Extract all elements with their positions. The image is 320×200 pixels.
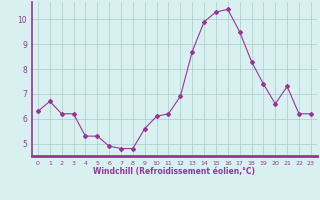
X-axis label: Windchill (Refroidissement éolien,°C): Windchill (Refroidissement éolien,°C) — [93, 167, 255, 176]
